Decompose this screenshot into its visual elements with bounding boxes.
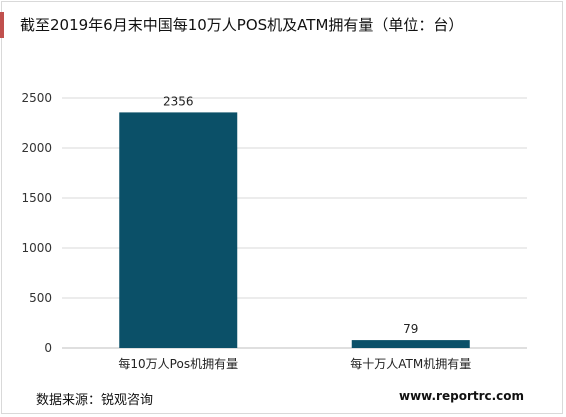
chart-title: 截至2019年6月末中国每10万人POS机及ATM拥有量（单位：台） (20, 16, 464, 34)
y-tick-label: 500 (29, 291, 52, 305)
source-note: 数据来源：锐观咨询 (36, 393, 154, 408)
y-tick-label: 2000 (21, 141, 52, 155)
y-tick-label: 2500 (21, 91, 52, 105)
data-label: 2356 (163, 94, 194, 108)
y-tick-label: 0 (44, 341, 52, 355)
x-tick-label: 每10万人Pos机拥有量 (118, 356, 238, 371)
website-watermark: www.reportrc.com (399, 389, 525, 403)
title-accent-bar (0, 12, 4, 38)
y-tick-label: 1000 (21, 241, 52, 255)
data-label: 79 (403, 322, 418, 336)
y-tick-label: 1500 (21, 191, 52, 205)
bar (119, 112, 238, 349)
bar (351, 340, 470, 348)
x-tick-label: 每十万人ATM机拥有量 (350, 356, 471, 371)
